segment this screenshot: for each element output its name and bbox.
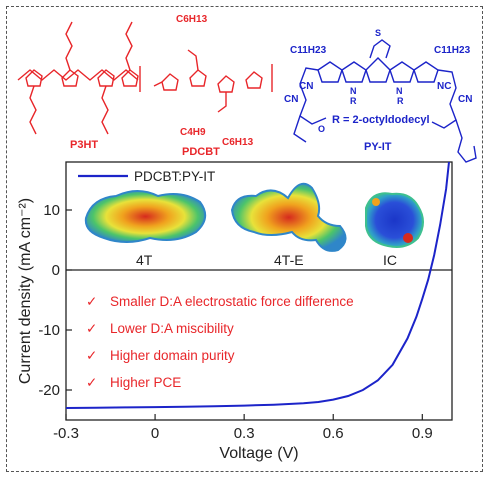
bullet-item-4: Higher PCE (110, 375, 181, 390)
py-it-n-right: N (396, 86, 403, 96)
esp-map-ic (365, 192, 424, 248)
bullet-mark-4: ✓ (86, 375, 97, 390)
y-tick-label: -10 (38, 322, 60, 339)
py-it-r-group: R = 2-octyldodecyl (332, 114, 430, 126)
y-tick-label: -20 (38, 382, 60, 399)
py-it-n-left: N (350, 86, 357, 96)
series-line-pdcbt-py-it (65, 161, 450, 409)
legend-label: PDCBT:PY-IT (134, 169, 215, 184)
structure-py-it (293, 39, 477, 163)
bullet-item-3: Higher domain purity (110, 348, 235, 363)
py-it-o-left: O (318, 124, 325, 134)
y-ticks: -20 -10 0 10 (38, 202, 72, 399)
structure-p3ht (17, 21, 141, 135)
x-tick-label: 0.6 (323, 425, 344, 442)
py-it-c11h23-right: C11H23 (434, 45, 471, 56)
molecule-label-py-it: PY-IT (364, 141, 392, 153)
py-it-cn-left2: CN (284, 94, 298, 105)
pdcbt-c6h13-bottom: C6H13 (222, 137, 254, 148)
bullet-list: ✓ Smaller D:A electrostatic force differ… (86, 294, 354, 390)
bullet-mark-2: ✓ (86, 321, 97, 336)
esp-label-ic: IC (383, 252, 397, 268)
bullet-item-1: Smaller D:A electrostatic force differen… (110, 294, 354, 309)
esp-map-4t-e (230, 182, 347, 252)
x-tick-label: 0.3 (234, 425, 255, 442)
bullet-mark-1: ✓ (86, 294, 97, 309)
y-tick-label: 0 (52, 262, 60, 279)
bullet-mark-3: ✓ (86, 348, 97, 363)
py-it-r-right: R (397, 96, 404, 106)
bullet-item-2: Lower D:A miscibility (110, 321, 234, 336)
x-ticks: -0.3 0 0.3 0.6 0.9 (53, 414, 433, 442)
plot-frame (65, 161, 453, 421)
y-axis-label: Current density (mA cm⁻²) (17, 198, 34, 384)
molecule-label-p3ht: P3HT (70, 139, 98, 151)
pdcbt-c6h13-top: C6H13 (176, 14, 208, 25)
py-it-nc-right: NC (437, 81, 451, 92)
py-it-cn-right: CN (458, 94, 472, 105)
legend: PDCBT:PY-IT (78, 169, 215, 184)
py-it-cn-left: CN (299, 81, 313, 92)
x-tick-label: 0.9 (412, 425, 433, 442)
pdcbt-c4h9: C4H9 (180, 127, 206, 138)
x-tick-label: -0.3 (53, 425, 79, 442)
esp-map-4t (84, 190, 207, 243)
plot-area: -0.3 0 0.3 0.6 0.9 -20 -10 0 10 (38, 161, 453, 442)
py-it-s-top: S (375, 28, 381, 38)
molecule-label-pdcbt: PDCBT (182, 146, 220, 158)
esp-label-4t-e: 4T-E (274, 252, 304, 268)
py-it-c11h23-left: C11H23 (290, 45, 327, 56)
esp-label-4t: 4T (136, 252, 153, 268)
y-tick-label: 10 (43, 202, 60, 219)
figure-frame (6, 6, 483, 472)
py-it-r-left: R (350, 96, 357, 106)
structure-pdcbt (153, 49, 273, 113)
x-axis-label: Voltage (V) (219, 445, 298, 462)
x-tick-label: 0 (151, 425, 159, 442)
